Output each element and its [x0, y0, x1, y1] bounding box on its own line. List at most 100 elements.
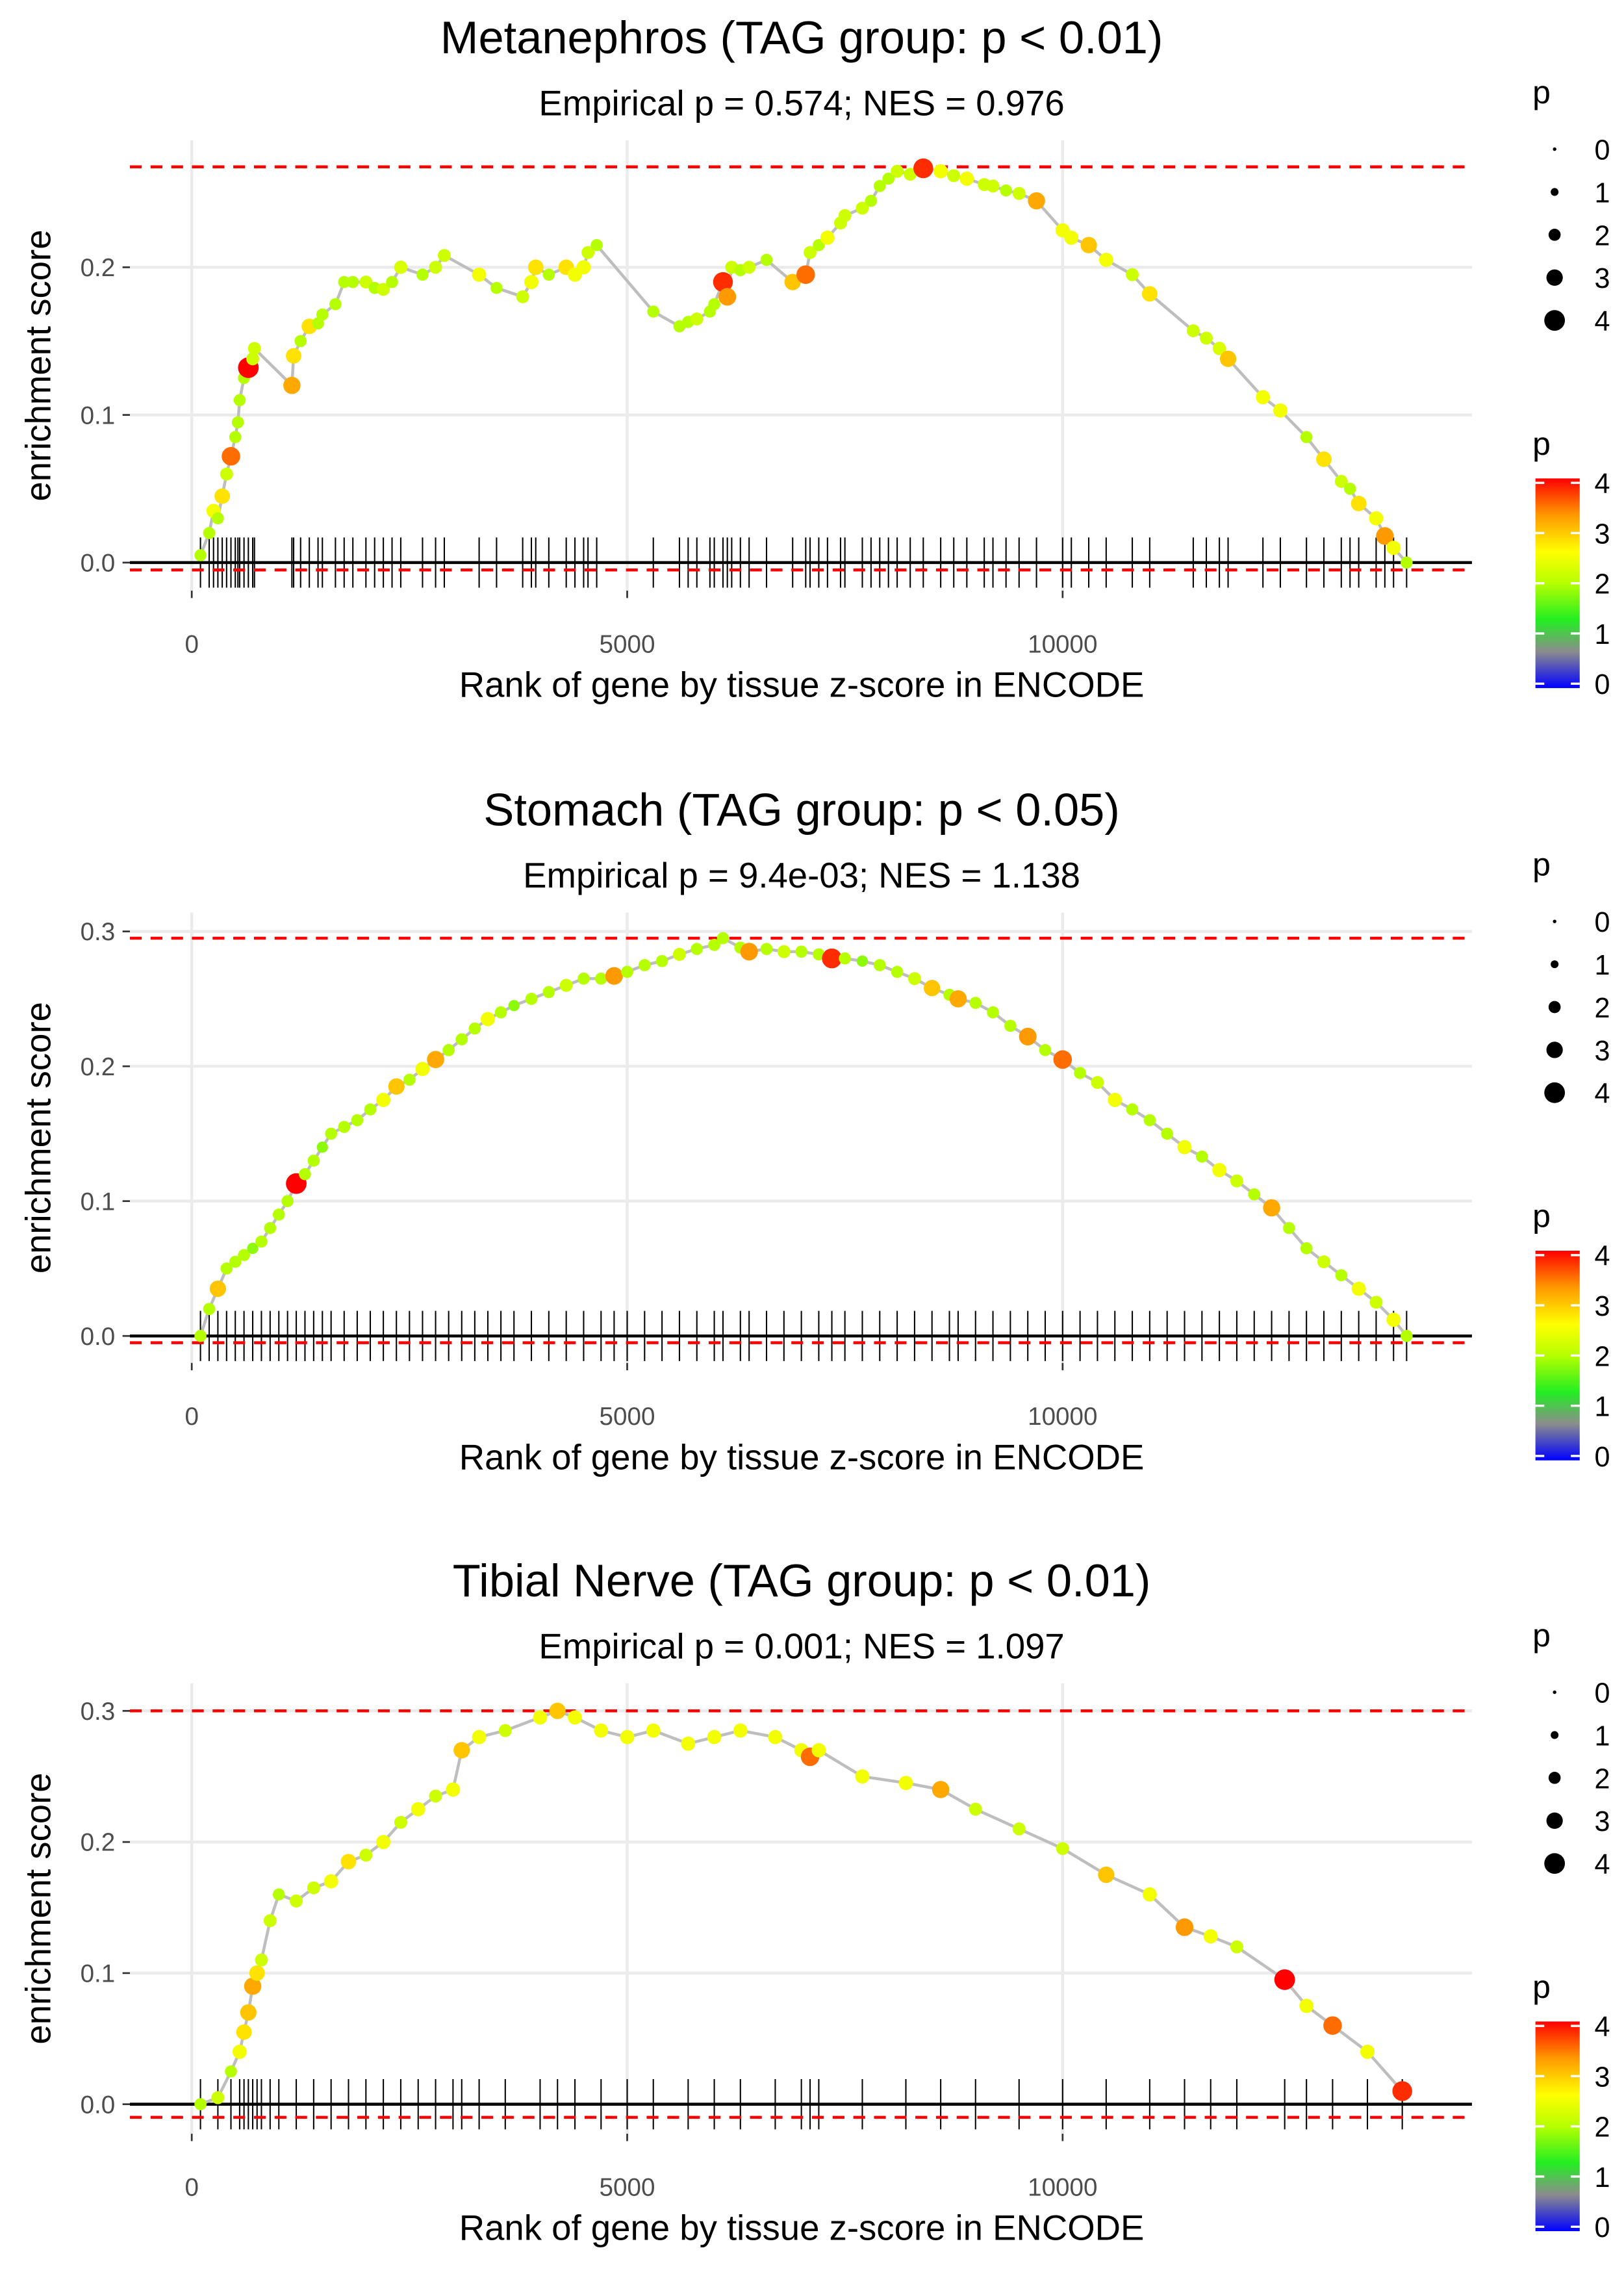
size-legend-dot [1553, 919, 1556, 923]
es-point [581, 246, 595, 259]
size-legend-dot [1544, 1853, 1566, 1874]
es-point [1143, 1114, 1156, 1127]
es-point [1274, 1969, 1295, 1990]
es-point [691, 943, 704, 955]
es-point [949, 990, 967, 1008]
es-point [1039, 1043, 1052, 1056]
es-point [194, 549, 207, 561]
es-point [1012, 186, 1026, 200]
es-point [290, 1894, 303, 1908]
es-point [307, 1881, 320, 1895]
es-point [1098, 1866, 1115, 1884]
es-point [1273, 403, 1288, 418]
y-tick-label: 0.1 [81, 402, 116, 429]
es-point [1376, 527, 1394, 545]
es-point [281, 1195, 294, 1207]
es-point [203, 527, 216, 539]
x-axis-title: Rank of gene by tissue z-score in ENCODE [459, 1437, 1145, 1477]
es-point [525, 993, 538, 1005]
colorbar-label: 1 [1595, 619, 1610, 650]
es-point [804, 246, 817, 259]
es-point [707, 1730, 722, 1744]
es-point [325, 1127, 338, 1140]
size-legend-dot [1551, 960, 1559, 969]
size-legend-dot [1546, 269, 1563, 286]
es-point [1203, 1929, 1218, 1944]
es-point [249, 1965, 265, 1981]
y-tick-label: 0.1 [81, 1960, 116, 1988]
es-point [1056, 1842, 1069, 1856]
es-point [898, 1776, 913, 1791]
es-point [681, 1736, 696, 1751]
size-legend-label: 4 [1595, 1079, 1610, 1110]
es-point [1126, 268, 1139, 281]
es-point [891, 164, 904, 178]
colorbar-label: 4 [1595, 468, 1610, 500]
es-point [307, 1155, 320, 1167]
size-legend-dot [1551, 188, 1559, 196]
x-tick-label: 5000 [600, 1403, 655, 1431]
es-point [429, 1789, 442, 1803]
y-axis-title: enrichment score [18, 1772, 58, 2044]
size-legend-dot [1553, 1690, 1556, 1694]
size-legend-dot [1548, 229, 1561, 241]
size-legend-label: 2 [1595, 993, 1610, 1024]
es-point [1401, 1329, 1413, 1342]
size-legend-label: 4 [1595, 1849, 1610, 1880]
colorbar-label: 1 [1595, 2162, 1610, 2193]
es-point [364, 1103, 377, 1116]
es-point [376, 1093, 391, 1107]
es-point [386, 275, 398, 288]
es-point [672, 947, 686, 961]
es-point [286, 348, 301, 364]
colorbar-label: 4 [1595, 2012, 1610, 2043]
chart-title: Metanephros (TAG group: p < 0.01) [440, 12, 1163, 63]
es-point [568, 1710, 583, 1725]
x-tick-label: 0 [184, 1403, 198, 1431]
es-point [913, 158, 933, 179]
es-point [1074, 1067, 1086, 1079]
size-legend-label: 1 [1595, 177, 1610, 209]
es-point [1053, 1050, 1072, 1069]
es-point [427, 1051, 444, 1069]
es-point [838, 209, 852, 222]
es-point [416, 268, 429, 281]
y-tick-label: 0.0 [81, 550, 116, 578]
es-point [717, 932, 730, 945]
chart-subtitle: Empirical p = 0.001; NES = 1.097 [539, 1626, 1064, 1666]
es-point [822, 948, 842, 969]
es-point [947, 169, 961, 183]
es-point [272, 1888, 285, 1901]
panel-3: Tibial Nerve (TAG group: p < 0.01) Empiri… [18, 1555, 1610, 2248]
es-point [316, 1142, 328, 1153]
es-point [211, 2091, 225, 2104]
es-point [933, 164, 948, 179]
es-point [394, 261, 408, 274]
es-point [494, 1006, 507, 1019]
es-point [229, 1255, 242, 1268]
es-point [1256, 390, 1271, 405]
chart-title: Stomach (TAG group: p < 0.05) [483, 784, 1119, 835]
es-point [777, 945, 791, 958]
es-point [1028, 192, 1045, 210]
es-point [233, 394, 246, 407]
es-point [403, 1073, 416, 1086]
colorbar-label: 2 [1595, 2112, 1610, 2143]
es-point [1108, 1093, 1123, 1107]
es-point [247, 1242, 259, 1254]
es-point [329, 298, 342, 311]
es-point [340, 1854, 357, 1870]
es-point [594, 1723, 609, 1738]
chart-title: Tibial Nerve (TAG group: p < 0.01) [453, 1555, 1151, 1606]
x-tick-label: 0 [184, 2174, 198, 2202]
es-point [760, 253, 773, 266]
y-tick-label: 0.0 [81, 2091, 116, 2119]
es-point [1230, 1940, 1243, 1954]
es-point [264, 1221, 277, 1234]
y-tick-label: 0.2 [81, 1053, 116, 1081]
es-point [1141, 286, 1158, 302]
es-point [377, 283, 390, 296]
es-curve [199, 936, 1408, 1337]
es-point [655, 954, 668, 967]
